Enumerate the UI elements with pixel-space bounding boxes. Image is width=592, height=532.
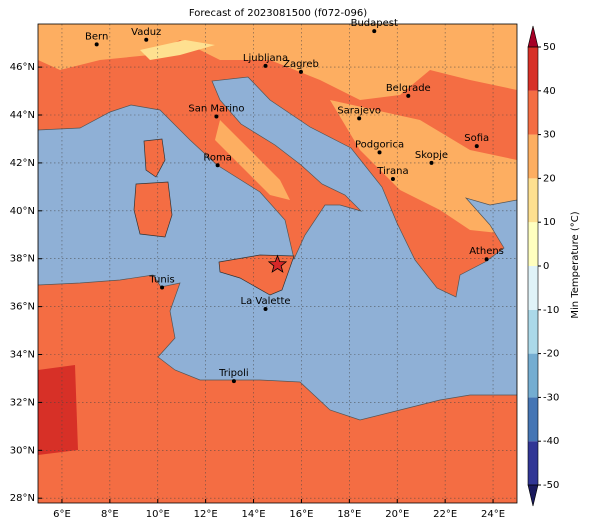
y-tick-label: 28°N bbox=[10, 493, 35, 504]
city-dot bbox=[406, 93, 411, 98]
x-tick-label: 10°E bbox=[146, 509, 170, 520]
map-area bbox=[38, 24, 517, 503]
colorbar-label: Min Temperature (°C) bbox=[570, 211, 581, 318]
city-label: Athens bbox=[469, 246, 504, 257]
colorbar-tick-label: 50 bbox=[543, 42, 556, 53]
x-tick-label: 18°E bbox=[337, 509, 361, 520]
y-tick-label: 30°N bbox=[10, 445, 35, 456]
y-tick-label: 40°N bbox=[10, 206, 35, 217]
city-dot bbox=[214, 114, 219, 119]
colorbar-segment bbox=[528, 47, 538, 91]
city-dot bbox=[94, 42, 99, 47]
x-tick-label: 8°E bbox=[101, 509, 119, 520]
colorbar-segment bbox=[528, 134, 538, 179]
x-tick-label: 24°E bbox=[481, 509, 505, 520]
city-dot bbox=[474, 144, 479, 149]
y-tick-label: 36°N bbox=[10, 302, 35, 313]
city-label: Tripoli bbox=[218, 368, 249, 379]
colorbar-under bbox=[527, 484, 539, 507]
y-tick-label: 44°N bbox=[10, 110, 35, 121]
y-tick-label: 34°N bbox=[10, 350, 35, 361]
city-label: Belgrade bbox=[386, 83, 431, 94]
title: Forecast of 2023081500 (f072-096) bbox=[189, 8, 367, 19]
city-dot bbox=[263, 63, 268, 68]
sardinia bbox=[133, 181, 173, 238]
city-label: Roma bbox=[203, 152, 232, 163]
y-tick-label: 32°N bbox=[10, 397, 35, 408]
city-dot bbox=[429, 160, 434, 165]
city-label: Sarajevo bbox=[337, 105, 381, 116]
city-label: Bern bbox=[85, 31, 108, 42]
city-dot bbox=[144, 37, 149, 42]
city-dot bbox=[372, 29, 377, 34]
colorbar-tick-label: -40 bbox=[543, 436, 559, 447]
cold-land bbox=[140, 40, 215, 60]
colorbar-tick-label: 10 bbox=[543, 217, 556, 228]
colorbar-tick-label: -30 bbox=[543, 392, 559, 403]
x-tick-label: 22°E bbox=[433, 509, 457, 520]
y-tick-label: 42°N bbox=[10, 158, 35, 169]
city-label: Budapest bbox=[351, 18, 398, 29]
city-label: Ljubljana bbox=[243, 53, 288, 64]
city-label: San Marino bbox=[188, 103, 244, 114]
city-dot bbox=[357, 116, 362, 121]
city-label: Tirana bbox=[376, 166, 408, 177]
colorbar-segment bbox=[528, 222, 538, 266]
hot-land bbox=[38, 365, 78, 455]
city-dot bbox=[215, 163, 220, 168]
colorbar-tick-label: -20 bbox=[543, 349, 559, 360]
colorbar-over bbox=[527, 25, 539, 48]
x-tick-label: 14°E bbox=[242, 509, 266, 520]
city-dot bbox=[484, 257, 489, 262]
city-dot bbox=[160, 285, 165, 290]
colorbar-segment bbox=[528, 397, 538, 442]
city-label: Skopje bbox=[415, 150, 448, 161]
y-tick-label: 46°N bbox=[10, 62, 35, 73]
x-tick-label: 12°E bbox=[194, 509, 218, 520]
city-dot bbox=[377, 150, 382, 155]
city-label: Sofia bbox=[464, 133, 489, 144]
colorbar-tick-label: -10 bbox=[543, 305, 559, 316]
city-label: Tunis bbox=[148, 274, 174, 285]
colorbar-segment bbox=[528, 178, 538, 223]
colorbar-tick-label: 30 bbox=[543, 130, 556, 141]
colorbar-segment bbox=[528, 309, 538, 354]
city-label: Podgorica bbox=[355, 139, 404, 150]
x-tick-label: 16°E bbox=[289, 509, 313, 520]
colorbar-segment bbox=[528, 441, 538, 485]
city-label: Vaduz bbox=[131, 27, 161, 38]
city-dot bbox=[231, 379, 236, 384]
city-label: Zagreb bbox=[283, 59, 319, 70]
colorbar-segment bbox=[528, 90, 538, 135]
colorbar-tick-label: 40 bbox=[543, 86, 556, 97]
colorbar-tick-label: 20 bbox=[543, 173, 556, 184]
corsica bbox=[143, 138, 166, 178]
city-dot bbox=[390, 176, 395, 181]
colorbar-segment bbox=[528, 266, 538, 310]
event-marker bbox=[267, 254, 288, 273]
city-dot bbox=[263, 307, 268, 312]
x-tick-label: 6°E bbox=[53, 509, 71, 520]
colorbar-tick-label: 0 bbox=[543, 261, 549, 272]
city-label: La Valette bbox=[241, 296, 291, 307]
x-tick-label: 20°E bbox=[385, 509, 409, 520]
y-tick-label: 38°N bbox=[10, 254, 35, 265]
map-frame bbox=[37, 23, 518, 504]
cool-land bbox=[215, 120, 290, 200]
city-dot bbox=[298, 69, 303, 74]
colorbar-segment bbox=[528, 353, 538, 398]
colorbar-tick-label: -50 bbox=[543, 480, 559, 491]
